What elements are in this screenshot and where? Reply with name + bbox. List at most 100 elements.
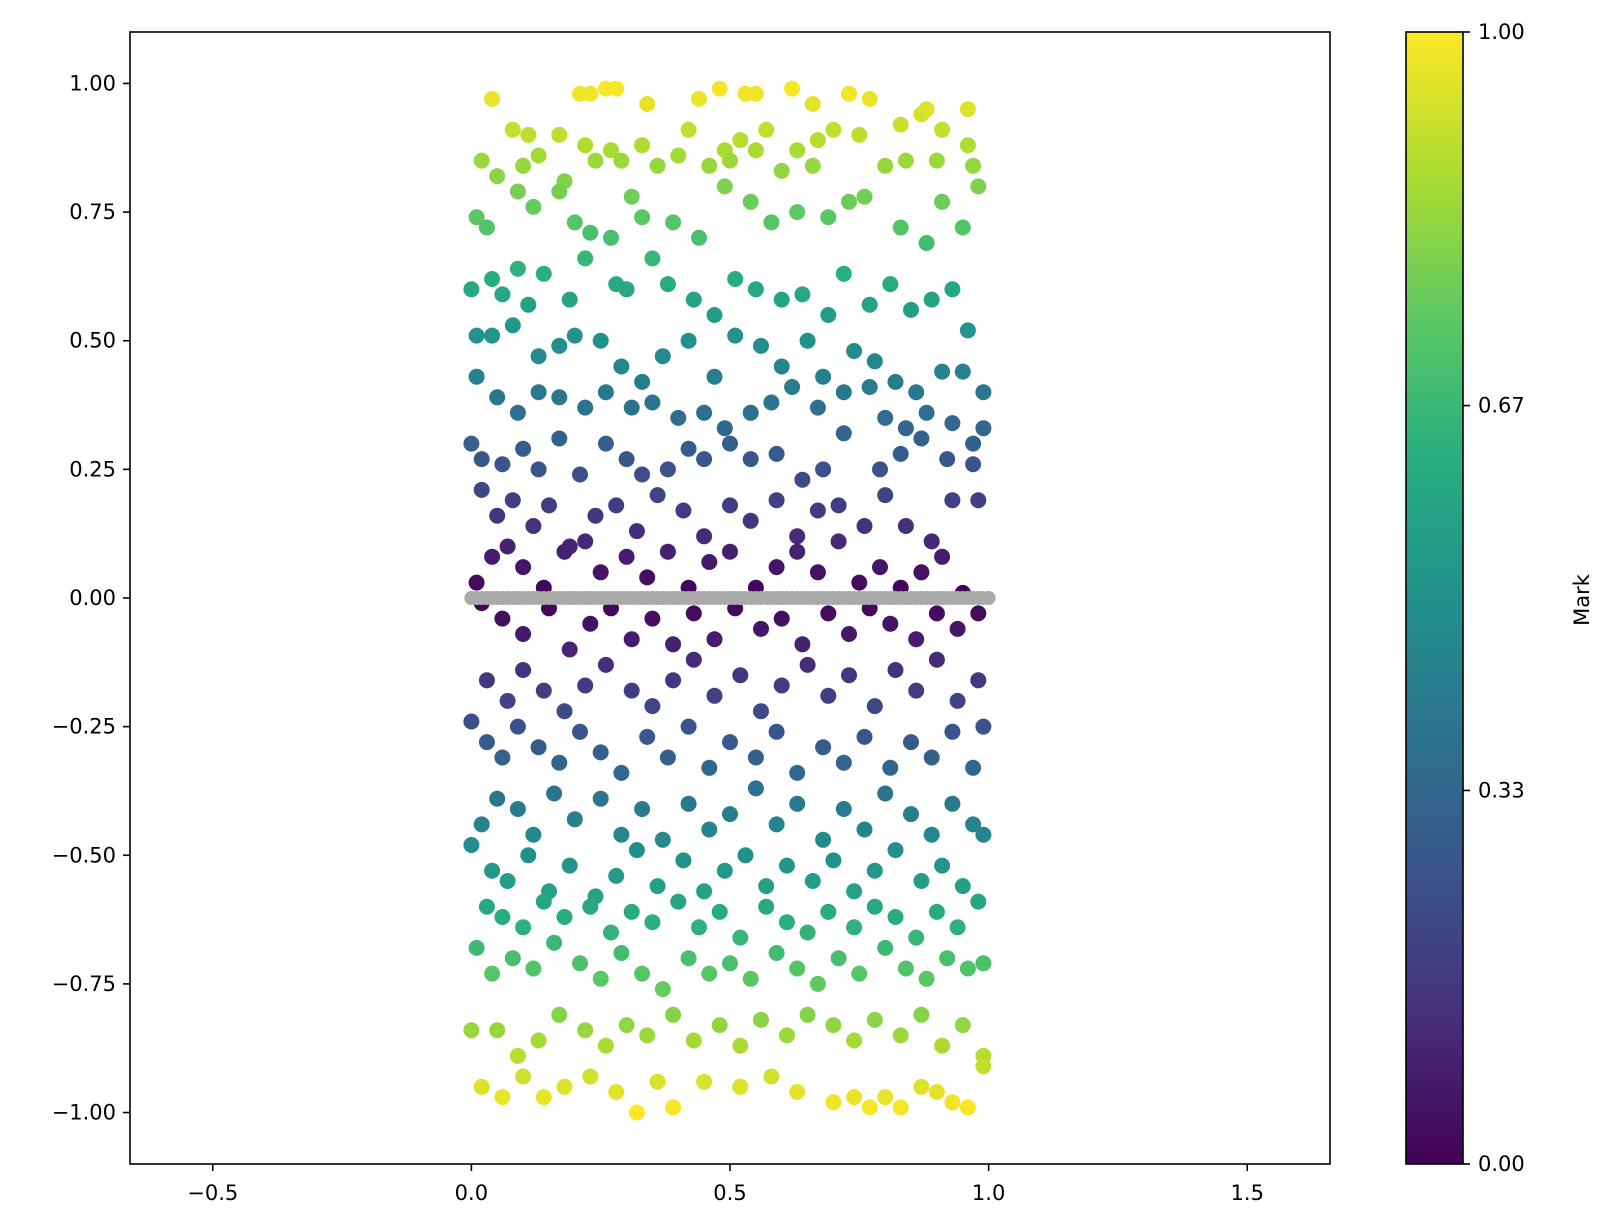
colorbar-tick-label: 0.33 [1478, 778, 1525, 802]
scatter-point [566, 214, 583, 231]
scatter-point [654, 981, 671, 998]
scatter-point [861, 296, 878, 313]
scatter-point [494, 1089, 511, 1106]
scatter-point [944, 795, 961, 812]
scatter-point [680, 950, 697, 967]
scatter-point [835, 801, 852, 817]
scatter-point [970, 893, 987, 910]
scatter-point [789, 204, 806, 221]
scatter-point [944, 1094, 961, 1111]
scatter-point [484, 548, 501, 565]
scatter-point [608, 80, 625, 97]
scatter-point [634, 965, 651, 982]
scatter-point [618, 1017, 635, 1034]
scatter-point [577, 137, 594, 154]
scatter-point [577, 1022, 594, 1039]
scatter-point [654, 348, 671, 365]
scatter-point [866, 1011, 883, 1028]
x-tick-label: −0.5 [187, 1181, 238, 1205]
scatter-point [504, 317, 521, 334]
scatter-point [509, 1047, 526, 1064]
scatter-point [742, 451, 759, 468]
y-tick-label: 0.00 [69, 586, 116, 610]
scatter-point [758, 898, 775, 915]
scatter-point [489, 507, 506, 524]
scatter-point [582, 224, 599, 241]
y-tick-label: −0.75 [52, 972, 116, 996]
scatter-point [634, 466, 651, 483]
scatter-point [903, 806, 919, 823]
scatter-point [939, 451, 956, 468]
scatter-point [799, 1006, 816, 1023]
scatter-point [722, 543, 738, 560]
scatter-point [546, 785, 563, 802]
scatter-point [582, 85, 599, 102]
scatter-point [484, 862, 501, 879]
scatter-point [613, 826, 630, 843]
scatter-point [944, 281, 961, 298]
scatter-point [934, 548, 951, 565]
scatter-point [722, 734, 738, 751]
scatter-point [665, 636, 682, 653]
scatter-point [737, 847, 754, 864]
colorbar-tick-label: 0.00 [1478, 1152, 1525, 1176]
scatter-point [613, 764, 630, 781]
scatter-point [747, 780, 764, 797]
scatter-point [778, 914, 795, 931]
scatter-point [732, 929, 749, 946]
scatter-point [959, 960, 976, 977]
scatter-point [866, 862, 883, 879]
scatter-point [530, 384, 547, 401]
scatter-point [799, 656, 816, 673]
scatter-point [665, 1006, 682, 1023]
scatter-point [835, 754, 852, 771]
scatter-point [825, 121, 842, 138]
scatter-point [696, 883, 713, 900]
scatter-point [732, 132, 749, 149]
scatter-point [809, 502, 826, 519]
scatter-point [561, 641, 578, 658]
scatter-point [789, 795, 806, 812]
scatter-point [603, 229, 619, 246]
scatter-point [572, 955, 588, 972]
scatter-point [830, 497, 847, 514]
colorbar-gradient [1405, 31, 1464, 1165]
scatter-point [892, 1027, 909, 1044]
scatter-point [944, 492, 961, 509]
scatter-point [535, 893, 552, 910]
scatter-point [716, 862, 733, 879]
scatter-point [561, 857, 578, 874]
scatter-point [747, 142, 764, 159]
scatter-point [577, 399, 594, 416]
scatter-point [680, 332, 697, 349]
scatter-point [965, 456, 982, 473]
scatter-point [975, 420, 992, 437]
scatter-point [592, 332, 609, 349]
scatter-point [546, 934, 563, 951]
scatter-point [463, 837, 480, 853]
scatter-point [928, 152, 945, 169]
scatter-point [623, 188, 640, 205]
scatter-point [887, 909, 904, 925]
scatter-point [535, 265, 552, 282]
scatter-point [882, 615, 899, 632]
scatter-point [613, 945, 630, 961]
scatter-point [908, 929, 925, 946]
scatter-point [603, 924, 619, 941]
x-tick-label: 1.5 [1231, 1181, 1264, 1205]
scatter-point [918, 404, 935, 421]
scatter-point [722, 435, 738, 452]
scatter-point [789, 1084, 806, 1100]
scatter-point [525, 960, 542, 977]
scatter-point [634, 209, 651, 226]
scatter-point [763, 1068, 780, 1085]
scatter-point [773, 162, 790, 179]
scatter-point [763, 394, 780, 411]
scatter-point [535, 682, 552, 699]
scatter-point [804, 96, 821, 112]
y-tick-label: 0.25 [69, 457, 116, 481]
scatter-point [913, 1006, 930, 1023]
scatter-point [753, 1011, 769, 1028]
scatter-point [753, 337, 769, 354]
